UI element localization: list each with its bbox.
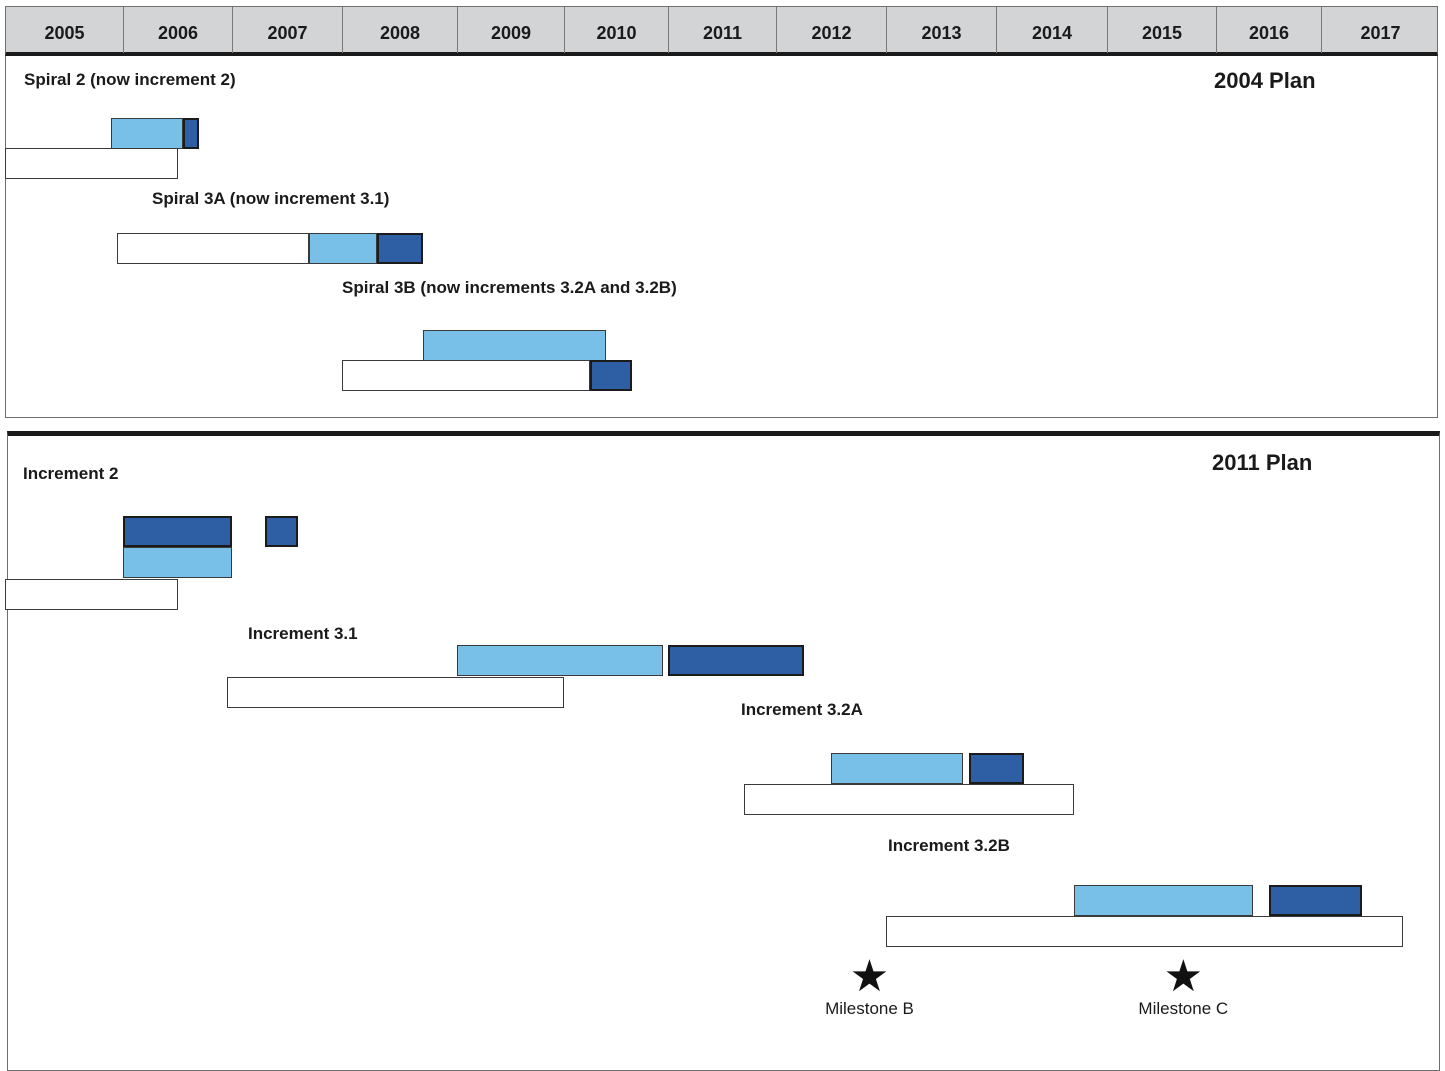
plan-title: 2004 Plan	[1214, 68, 1316, 93]
plan-title: 2011 Plan	[1212, 450, 1313, 475]
row-label: Spiral 3B (now increments 3.2A and 3.2B)	[342, 278, 677, 297]
timeline-year-header: 2005 2006 2007 2008 2009 2010 2011 2012 2013 2014…	[5, 6, 1438, 56]
year-label: 2006	[124, 7, 233, 53]
light-phase-bar	[831, 753, 963, 784]
year-label: 2007	[233, 7, 343, 53]
milestone-marker: ★ Milestone B	[810, 952, 930, 1019]
light-phase-bar	[123, 547, 232, 578]
dark-phase-bar	[376, 233, 423, 264]
milestone-marker: ★ Milestone C	[1123, 952, 1243, 1019]
milestone-label: Milestone C	[1138, 999, 1229, 1018]
light-phase-bar	[457, 645, 663, 676]
row-label: Increment 3.1	[248, 624, 358, 643]
row-label: Increment 3.2A	[741, 700, 863, 719]
milestone-label: Milestone B	[825, 999, 914, 1018]
plan-2011-panel: 2011 Plan Increment 2 Increment 3.1 Incr…	[7, 431, 1440, 1071]
star-icon: ★	[849, 952, 890, 1001]
dark-phase-bar	[590, 360, 632, 391]
year-label: 2009	[458, 7, 565, 53]
planned-duration-bar	[743, 784, 1074, 815]
planned-duration-bar	[886, 916, 1403, 947]
dark-phase-bar	[123, 516, 232, 547]
planned-duration-bar	[5, 579, 178, 610]
light-phase-bar	[422, 330, 606, 361]
year-label: 2012	[777, 7, 887, 53]
light-phase-bar	[111, 118, 183, 149]
dark-phase-bar	[265, 516, 298, 547]
light-phase-bar	[1073, 885, 1253, 916]
year-label: 2010	[565, 7, 669, 53]
dark-phase-bar	[968, 753, 1024, 784]
planned-duration-bar	[226, 677, 564, 708]
year-label: 2014	[997, 7, 1108, 53]
planned-duration-bar	[5, 148, 178, 179]
year-label: 2008	[343, 7, 458, 53]
row-label: Spiral 2 (now increment 2)	[24, 70, 236, 89]
row-label: Increment 3.2B	[888, 836, 1010, 855]
year-label: 2015	[1108, 7, 1217, 53]
year-label: 2005	[6, 7, 124, 53]
year-label: 2013	[887, 7, 997, 53]
planned-duration-bar	[117, 233, 309, 264]
dark-phase-bar	[668, 645, 804, 676]
planned-duration-bar	[342, 360, 590, 391]
star-icon: ★	[1163, 952, 1204, 1001]
dark-phase-bar	[182, 118, 200, 149]
year-label: 2016	[1217, 7, 1322, 53]
light-phase-bar	[309, 233, 377, 264]
year-label: 2017	[1360, 23, 1401, 43]
year-label: 2011	[669, 7, 777, 53]
row-label: Increment 2	[23, 464, 119, 483]
dark-phase-bar	[1268, 885, 1362, 916]
row-label: Spiral 3A (now increment 3.1)	[152, 189, 390, 208]
